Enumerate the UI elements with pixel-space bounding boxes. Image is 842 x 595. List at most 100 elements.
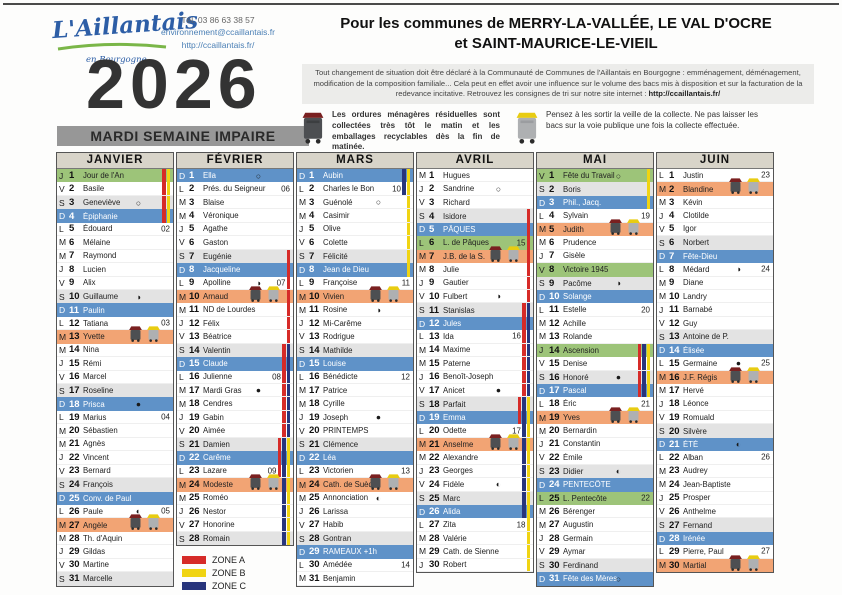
day-name: Augustin bbox=[563, 520, 594, 530]
day-number: 5 bbox=[69, 223, 75, 235]
zone-b-bar bbox=[406, 195, 410, 209]
day-letter: J bbox=[659, 398, 664, 409]
day-row: M 18 Cyrille bbox=[297, 397, 413, 411]
day-letter: M bbox=[299, 479, 307, 490]
zone-c-bar bbox=[522, 424, 526, 437]
day-row: L 8 Médard ◑ 24 bbox=[657, 263, 773, 277]
day-row: M 2 Blandine bbox=[657, 178, 773, 196]
day-row: J 5 Olive bbox=[297, 222, 413, 237]
zone-b-bar bbox=[286, 464, 290, 478]
day-number: 23 bbox=[549, 465, 560, 477]
day-letter: L bbox=[59, 412, 64, 423]
day-number: 2 bbox=[429, 183, 435, 195]
calendar-grid: JANVIER J 1 Jour de l'An V 2 Basile S 3 Geneviève… bbox=[56, 152, 774, 594]
day-name: Casimir bbox=[323, 211, 350, 221]
day-row: L 22 Alban 26 bbox=[657, 451, 773, 465]
day-row: J 26 Larissa bbox=[297, 504, 413, 519]
day-row: L 9 Françoise 11 bbox=[297, 276, 413, 290]
day-name: Constantin bbox=[563, 439, 601, 449]
day-letter: M bbox=[659, 372, 667, 383]
day-letter: M bbox=[299, 573, 307, 584]
day-number: 17 bbox=[669, 384, 680, 396]
day-row: M 28 Th. d'Aquin bbox=[57, 531, 173, 546]
day-name: Benjamin bbox=[323, 573, 356, 583]
day-name: Richard bbox=[443, 197, 470, 207]
day-name: Barnabé bbox=[683, 305, 713, 315]
day-name: Odette bbox=[443, 426, 467, 436]
day-number: 23 bbox=[669, 465, 680, 477]
day-name: Vincent bbox=[83, 452, 109, 462]
day-name: Aimée bbox=[203, 426, 226, 436]
day-letter: J bbox=[59, 170, 64, 181]
day-row: M 27 Angèle bbox=[57, 514, 173, 532]
day-number: 24 bbox=[549, 479, 560, 491]
recycling-bin-icon bbox=[387, 286, 400, 302]
day-row: L 23 Lazare 09 bbox=[177, 464, 293, 479]
zone-c-bar bbox=[522, 410, 526, 425]
school-zone-bars bbox=[522, 343, 530, 357]
day-letter: V bbox=[419, 197, 425, 208]
day-name: Sébastien bbox=[83, 426, 118, 436]
day-letter: L bbox=[179, 371, 184, 382]
day-name: Mathilde bbox=[323, 345, 353, 355]
day-row: D 7 Fête-Dieu bbox=[657, 249, 773, 264]
day-letter: L bbox=[59, 318, 64, 329]
day-letter: V bbox=[179, 425, 185, 436]
year-title: 2026 bbox=[86, 45, 262, 123]
zone-b-bar bbox=[526, 478, 530, 491]
week-number: 15 bbox=[516, 238, 526, 248]
zone-b-bar bbox=[406, 169, 410, 183]
day-name: Ferdinand bbox=[563, 560, 599, 570]
zone-b-bar bbox=[646, 343, 650, 358]
zone-a-bar bbox=[522, 303, 526, 317]
zone-a-bar bbox=[526, 276, 530, 289]
day-letter: J bbox=[179, 318, 184, 329]
day-row: M 8 Julie bbox=[417, 263, 533, 277]
day-number: 23 bbox=[429, 465, 440, 477]
day-number: 18 bbox=[189, 398, 200, 410]
day-letter: M bbox=[659, 465, 667, 476]
zone-b-bar bbox=[526, 558, 530, 572]
day-name: Cath. de Suède bbox=[323, 480, 378, 490]
day-number: 22 bbox=[549, 451, 560, 463]
day-number: 1 bbox=[69, 170, 75, 182]
moon-phase-icon: ◑ bbox=[615, 277, 621, 288]
day-name: Jean de Dieu bbox=[323, 265, 369, 275]
day-name: Nina bbox=[83, 345, 100, 355]
day-number: 19 bbox=[429, 412, 440, 424]
day-row: J 15 Rémi bbox=[57, 357, 173, 371]
day-row: V 24 Fidèle ◐ bbox=[417, 478, 533, 492]
day-number: 13 bbox=[189, 330, 200, 342]
day-name: Fête-Dieu bbox=[683, 251, 718, 261]
day-letter: D bbox=[659, 345, 666, 356]
communes-title: Pour les communes de MERRY-LA-VALLÉE, LE… bbox=[298, 14, 814, 55]
week-number: 23 bbox=[761, 170, 770, 180]
day-number: 24 bbox=[669, 478, 680, 490]
zone-c-bar bbox=[282, 464, 286, 478]
moon-phase-icon: ◑ bbox=[495, 290, 501, 301]
zone-a-bar bbox=[286, 330, 290, 343]
day-name: Nestor bbox=[203, 506, 226, 516]
day-name: Martial bbox=[683, 560, 707, 570]
legend-item: ZONE C bbox=[182, 581, 294, 591]
day-letter: L bbox=[659, 170, 664, 181]
zone-a-bar bbox=[282, 357, 286, 371]
day-name: Alida bbox=[443, 507, 461, 517]
day-letter: S bbox=[539, 278, 545, 289]
day-letter: J bbox=[299, 318, 304, 329]
day-name: Honoré bbox=[563, 372, 589, 382]
day-number: 27 bbox=[429, 519, 440, 531]
day-name: Aubin bbox=[323, 171, 343, 181]
day-number: 11 bbox=[669, 304, 680, 316]
day-row: M 25 Roméo bbox=[177, 491, 293, 505]
school-zone-bars bbox=[282, 504, 290, 518]
day-name: Ida bbox=[443, 331, 454, 341]
day-row: M 13 Rolande bbox=[537, 330, 653, 344]
day-row: L 16 Julienne 08 bbox=[177, 370, 293, 384]
school-zone-bars bbox=[282, 424, 290, 437]
recycling-bin-icon bbox=[507, 246, 520, 262]
day-name: Fulbert bbox=[443, 291, 468, 301]
day-name: Landry bbox=[683, 291, 707, 301]
day-row: J 21 Constantin bbox=[537, 437, 653, 452]
day-name: Roseline bbox=[83, 386, 114, 396]
